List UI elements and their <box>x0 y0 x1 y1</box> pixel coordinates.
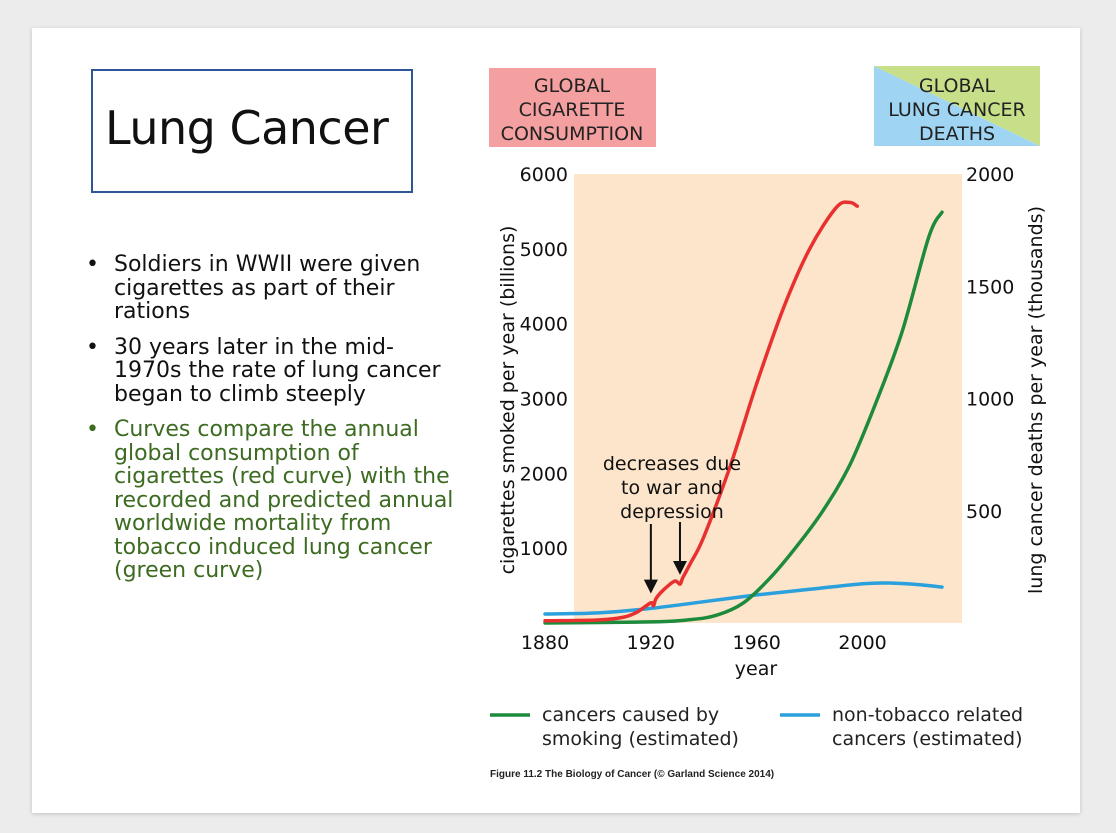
bullet-item-2: 30 years later in the mid-1970s the rate… <box>86 335 456 407</box>
x-tick: 2000 <box>838 632 886 654</box>
series-line-non-tobacco-cancers <box>543 581 944 616</box>
y-axis-label-right: lung cancer deaths per year (thousands) <box>1025 206 1047 594</box>
y-tick-left: 1000 <box>520 538 568 560</box>
x-tick: 1880 <box>521 632 569 654</box>
bullet-item-3: Curves compare the annual global consump… <box>86 418 456 583</box>
y-tick-right: 1500 <box>966 276 1014 298</box>
y-tick-right: 1000 <box>966 389 1014 411</box>
bullet-list: Soldiers in WWII were given cigarettes a… <box>86 253 456 595</box>
bullet-item-1: Soldiers in WWII were given cigarettes a… <box>86 253 456 324</box>
legend-label: cancers (estimated) <box>832 728 1023 750</box>
header-right-line: GLOBAL <box>919 75 996 97</box>
y-tick-right: 2000 <box>966 164 1014 186</box>
slide-title: Lung Cancer <box>105 101 389 155</box>
figure-caption: Figure 11.2 The Biology of Cancer (© Gar… <box>490 769 774 780</box>
header-left-box <box>489 68 656 147</box>
header-left-line: CIGARETTE <box>519 99 626 121</box>
legend-label: smoking (estimated) <box>542 728 739 750</box>
y-axis-label-left: cigarettes smoked per year (billions) <box>497 226 519 575</box>
legend-label: cancers caused by <box>542 704 719 726</box>
y-tick-left: 3000 <box>520 389 568 411</box>
x-tick: 1960 <box>733 632 781 654</box>
header-right-blue <box>874 66 1040 146</box>
annotation-line: to war and <box>621 477 723 499</box>
x-axis-label: year <box>735 658 778 680</box>
y-tick-left: 6000 <box>520 164 568 186</box>
y-tick-left: 2000 <box>520 463 568 485</box>
header-right-line: DEATHS <box>919 123 995 145</box>
series-line-smoking-cancers <box>543 210 944 625</box>
legend-label: non-tobacco related <box>832 704 1023 726</box>
title-box: Lung Cancer <box>91 69 413 193</box>
y-tick-left: 4000 <box>520 314 568 336</box>
y-tick-right: 500 <box>966 501 1002 523</box>
y-tick-left: 5000 <box>520 239 568 261</box>
plot-background <box>574 174 962 623</box>
annotation-line: depression <box>620 501 724 523</box>
series-line-cigarettes <box>543 200 860 623</box>
annotation-line: decreases due <box>603 453 741 475</box>
header-right-line: LUNG CANCER <box>888 99 1025 121</box>
x-tick: 1920 <box>627 632 675 654</box>
header-left-line: CONSUMPTION <box>501 123 644 145</box>
header-left-line: GLOBAL <box>534 75 611 97</box>
